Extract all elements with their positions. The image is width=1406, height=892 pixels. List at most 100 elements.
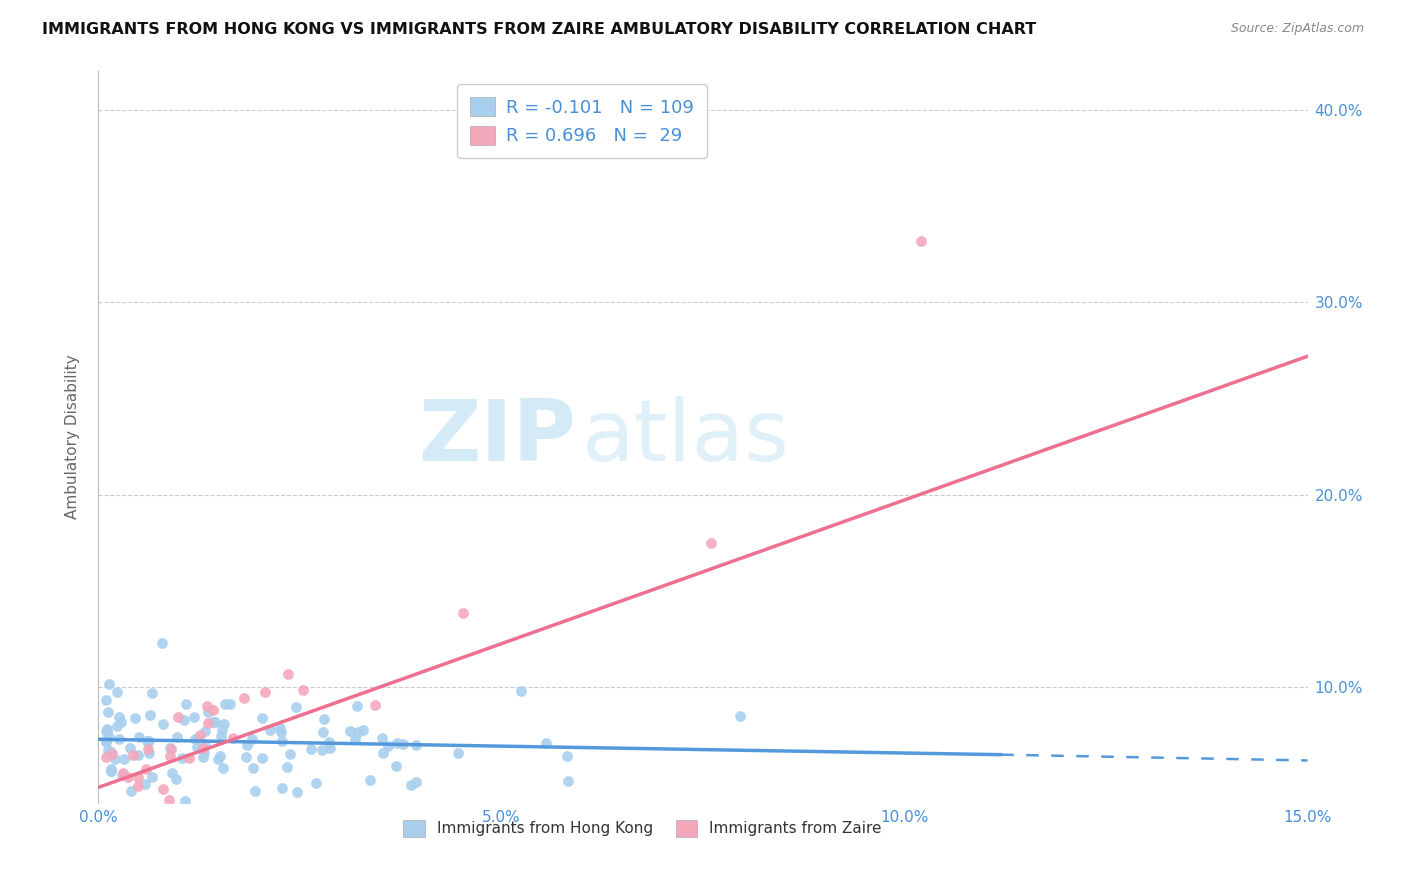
Point [305,776,328,790]
Point [194,723,217,738]
Point [127,747,149,762]
Point [138,708,160,723]
Point [120,741,142,756]
Point [214,697,236,711]
Point [188,728,211,742]
Text: atlas: atlas [582,395,790,479]
Point [96,723,118,738]
Point [277,666,299,681]
Point [112,752,135,766]
Point [187,731,209,745]
Point [700,536,723,550]
Point [201,703,224,717]
Point [127,779,149,793]
Point [212,717,235,731]
Point [97,730,120,744]
Point [254,685,277,699]
Point [184,732,207,747]
Point [343,732,366,747]
Point [207,752,229,766]
Point [259,723,281,738]
Point [141,686,163,700]
Point [96,722,118,736]
Point [312,724,335,739]
Point [347,725,370,739]
Point [100,745,122,759]
Point [284,700,307,714]
Point [319,741,342,756]
Point [728,709,751,723]
Point [179,751,201,765]
Point [96,723,118,738]
Point [104,752,127,766]
Point [195,699,218,714]
Point [135,734,157,748]
Legend: Immigrants from Hong Kong, Immigrants from Zaire: Immigrants from Hong Kong, Immigrants fr… [396,814,889,843]
Point [100,762,122,776]
Point [96,733,118,747]
Text: Source: ZipAtlas.com: Source: ZipAtlas.com [1230,22,1364,36]
Point [105,719,128,733]
Point [371,731,394,745]
Point [405,738,427,752]
Point [173,793,195,807]
Point [453,606,475,620]
Point [250,710,273,724]
Point [243,784,266,798]
Point [384,759,406,773]
Point [285,785,308,799]
Point [447,746,470,760]
Point [191,740,214,755]
Point [96,749,118,764]
Point [201,714,224,729]
Point [536,737,558,751]
Point [292,682,315,697]
Point [110,715,132,730]
Point [136,741,159,756]
Point [97,677,120,691]
Point [100,764,122,778]
Point [204,715,226,730]
Y-axis label: Ambulatory Disability: Ambulatory Disability [65,355,80,519]
Point [105,685,128,699]
Point [222,731,245,746]
Point [152,781,174,796]
Point [197,716,219,731]
Point [193,750,215,764]
Point [111,768,134,782]
Point [271,781,294,796]
Point [159,741,181,756]
Point [108,710,131,724]
Point [174,697,197,711]
Point [97,743,120,757]
Point [339,724,361,739]
Point [276,760,298,774]
Point [166,731,188,745]
Point [111,765,134,780]
Text: IMMIGRANTS FROM HONG KONG VS IMMIGRANTS FROM ZAIRE AMBULATORY DISABILITY CORRELA: IMMIGRANTS FROM HONG KONG VS IMMIGRANTS … [42,22,1036,37]
Point [209,748,232,763]
Point [371,747,394,761]
Point [312,712,335,726]
Point [510,683,533,698]
Point [157,793,180,807]
Point [236,738,259,752]
Point [270,725,292,739]
Point [392,737,415,751]
Point [211,762,233,776]
Point [122,748,145,763]
Point [271,734,294,748]
Point [186,740,208,755]
Point [127,770,149,784]
Point [107,732,129,747]
Point [377,739,399,753]
Point [910,234,932,248]
Point [166,709,188,723]
Point [385,736,408,750]
Point [278,747,301,761]
Point [242,761,264,775]
Point [197,705,219,719]
Point [159,741,181,756]
Point [165,772,187,786]
Point [150,635,173,649]
